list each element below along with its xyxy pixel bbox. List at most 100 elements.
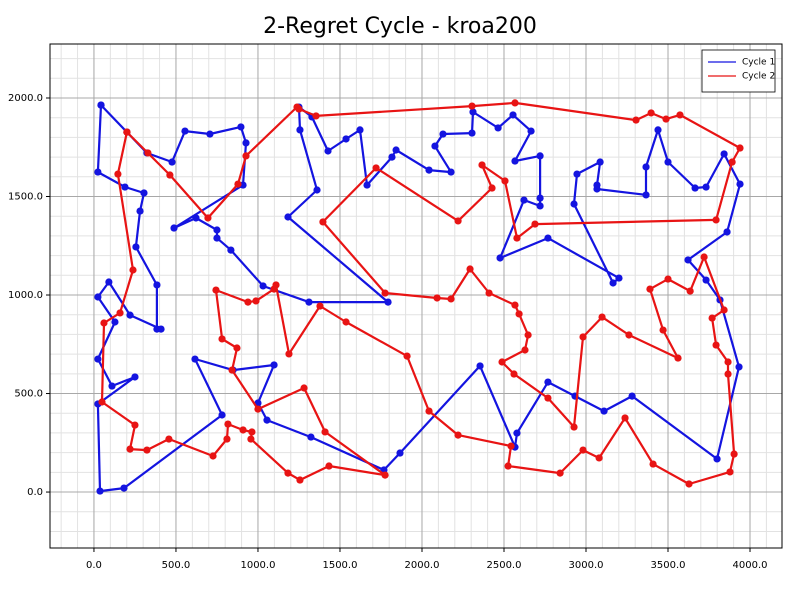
x-tick-label: 500.0 [162,560,191,571]
node-marker [454,431,462,439]
node-marker [325,462,333,470]
node-marker [224,420,232,428]
node-marker [168,158,176,166]
node-marker [191,355,199,363]
node-marker [570,423,578,431]
node-marker [646,285,654,293]
node-marker [254,405,262,413]
node-marker [728,158,736,166]
node-marker [263,416,271,424]
node-marker [686,287,694,295]
node-marker [181,127,189,135]
node-marker [654,126,662,134]
node-marker [498,358,506,366]
x-tick-label: 0.0 [86,560,102,571]
node-marker [735,363,743,371]
legend: Cycle 1 Cycle 2 [701,49,776,93]
node-marker [664,158,672,166]
node-marker [544,394,552,402]
node-marker [642,191,650,199]
node-marker [691,184,699,192]
node-marker [469,108,477,116]
node-marker [363,181,371,189]
node-marker [513,234,521,242]
x-tick-label: 2000.0 [404,560,439,571]
y-tick-label: 0.0 [27,487,43,498]
node-marker [126,445,134,453]
node-marker [372,164,380,172]
node-marker [228,366,236,374]
node-marker [153,281,161,289]
node-marker [511,301,519,309]
node-marker [108,382,116,390]
node-marker [511,157,519,165]
node-marker [234,180,242,188]
node-marker [476,362,484,370]
node-marker [712,341,720,349]
node-marker [494,124,502,132]
node-marker [96,487,104,495]
node-marker [536,194,544,202]
node-marker [114,170,122,178]
x-tick-label: 4000.0 [733,560,768,571]
node-marker [312,112,320,120]
node-marker [285,350,293,358]
node-marker [593,181,601,189]
node-marker [140,189,148,197]
node-marker [242,152,250,160]
node-marker [726,468,734,476]
node-marker [439,130,447,138]
node-marker [664,275,672,283]
node-marker [595,454,603,462]
node-marker [736,144,744,152]
node-marker [239,426,247,434]
node-marker [381,289,389,297]
node-marker [511,99,519,107]
node-marker [720,150,728,158]
x-tick-label: 2500.0 [486,560,521,571]
node-marker [515,310,523,318]
x-tick-label: 1500.0 [322,560,357,571]
node-marker [157,325,165,333]
node-marker [131,373,139,381]
node-marker [625,331,633,339]
node-marker [252,297,260,305]
x-tick-label: 1000.0 [240,560,275,571]
node-marker [136,207,144,215]
node-marker [433,294,441,302]
plot-frame [49,43,783,549]
node-marker [170,224,178,232]
node-marker [527,127,535,135]
node-marker [295,105,303,113]
node-marker [478,161,486,169]
node-marker [521,346,529,354]
node-marker [724,370,732,378]
node-marker [259,282,267,290]
node-marker [111,318,119,326]
node-marker [596,158,604,166]
node-marker [213,226,221,234]
node-marker [192,214,200,222]
node-marker [94,293,102,301]
node-marker [676,111,684,119]
node-marker [570,200,578,208]
node-marker [324,147,332,155]
node-marker [431,142,439,150]
node-marker [447,168,455,176]
y-tick-label: 2000.0 [8,93,43,104]
node-marker [384,298,392,306]
node-marker [296,476,304,484]
y-tick-label: 500.0 [14,389,43,400]
node-marker [466,265,474,273]
node-marker [702,183,710,191]
node-marker [736,180,744,188]
node-marker [204,214,212,222]
node-marker [94,168,102,176]
legend-label: Cycle 2 [742,72,775,82]
node-marker [296,126,304,134]
node-marker [685,480,693,488]
node-marker [720,306,728,314]
node-marker [388,153,396,161]
node-marker [270,285,278,293]
